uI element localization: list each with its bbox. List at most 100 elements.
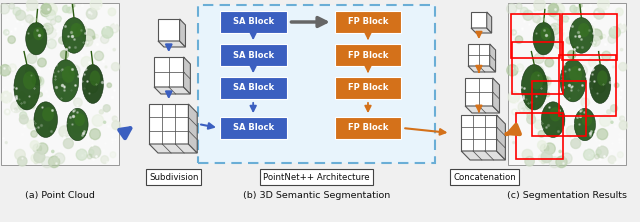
- Circle shape: [553, 4, 564, 15]
- Circle shape: [1, 91, 12, 103]
- Circle shape: [90, 129, 100, 140]
- Circle shape: [566, 126, 577, 137]
- Polygon shape: [149, 144, 197, 153]
- Polygon shape: [468, 44, 490, 66]
- Circle shape: [72, 49, 76, 54]
- Circle shape: [618, 24, 627, 33]
- Circle shape: [34, 160, 38, 164]
- Circle shape: [15, 149, 25, 160]
- Ellipse shape: [67, 108, 88, 141]
- Ellipse shape: [33, 27, 44, 40]
- Circle shape: [507, 4, 516, 14]
- Circle shape: [541, 160, 545, 164]
- Circle shape: [569, 99, 572, 101]
- Circle shape: [513, 141, 515, 144]
- Circle shape: [33, 144, 42, 153]
- Circle shape: [74, 98, 82, 107]
- Circle shape: [527, 115, 536, 124]
- FancyBboxPatch shape: [198, 5, 435, 163]
- Ellipse shape: [522, 65, 547, 110]
- Circle shape: [33, 77, 44, 88]
- Ellipse shape: [23, 71, 36, 89]
- Ellipse shape: [42, 107, 54, 121]
- Text: Concatenation: Concatenation: [453, 172, 516, 182]
- Circle shape: [600, 36, 602, 39]
- Polygon shape: [154, 87, 190, 94]
- Ellipse shape: [62, 18, 86, 53]
- Polygon shape: [465, 106, 499, 113]
- Circle shape: [541, 77, 549, 85]
- Polygon shape: [471, 28, 492, 33]
- Circle shape: [29, 18, 39, 27]
- Circle shape: [5, 141, 7, 144]
- Circle shape: [13, 7, 21, 15]
- Polygon shape: [188, 104, 197, 153]
- Circle shape: [527, 92, 532, 98]
- Circle shape: [66, 6, 74, 14]
- Circle shape: [527, 112, 534, 119]
- Circle shape: [64, 21, 70, 27]
- Circle shape: [554, 28, 564, 38]
- Circle shape: [620, 48, 623, 51]
- Circle shape: [534, 120, 543, 129]
- Text: SA Block: SA Block: [232, 123, 274, 133]
- Ellipse shape: [597, 70, 607, 86]
- Circle shape: [44, 25, 49, 30]
- Circle shape: [523, 10, 533, 20]
- Circle shape: [9, 3, 15, 9]
- Circle shape: [52, 150, 54, 153]
- FancyBboxPatch shape: [335, 77, 401, 99]
- Circle shape: [540, 144, 549, 153]
- Circle shape: [568, 78, 576, 87]
- Circle shape: [46, 4, 57, 15]
- Circle shape: [46, 28, 56, 38]
- Circle shape: [31, 131, 37, 137]
- Circle shape: [41, 5, 52, 16]
- Circle shape: [83, 29, 95, 41]
- Circle shape: [545, 27, 548, 30]
- Circle shape: [538, 104, 542, 109]
- Polygon shape: [468, 66, 495, 72]
- Circle shape: [15, 108, 17, 111]
- Circle shape: [108, 8, 116, 16]
- Circle shape: [533, 15, 541, 23]
- FancyBboxPatch shape: [335, 117, 401, 139]
- Circle shape: [515, 36, 523, 44]
- Circle shape: [581, 98, 589, 107]
- Circle shape: [41, 4, 51, 14]
- Circle shape: [559, 150, 561, 153]
- Bar: [512, 42, 563, 94]
- Circle shape: [616, 8, 623, 16]
- Circle shape: [67, 83, 70, 87]
- Circle shape: [557, 19, 563, 25]
- FancyBboxPatch shape: [220, 11, 287, 33]
- Polygon shape: [493, 78, 499, 113]
- Circle shape: [611, 105, 618, 112]
- Circle shape: [22, 95, 33, 106]
- Polygon shape: [461, 151, 506, 160]
- Ellipse shape: [74, 113, 85, 126]
- Circle shape: [552, 9, 563, 20]
- Ellipse shape: [90, 70, 100, 86]
- Ellipse shape: [82, 65, 104, 103]
- Ellipse shape: [582, 113, 592, 126]
- Circle shape: [569, 95, 571, 97]
- Circle shape: [8, 36, 15, 44]
- Circle shape: [4, 30, 9, 35]
- Text: FP Block: FP Block: [348, 50, 388, 59]
- FancyBboxPatch shape: [220, 44, 287, 66]
- Circle shape: [542, 76, 551, 85]
- Circle shape: [534, 9, 536, 11]
- Text: (b) 3D Semantic Segmentation: (b) 3D Semantic Segmentation: [243, 191, 390, 200]
- Circle shape: [578, 95, 582, 99]
- FancyBboxPatch shape: [335, 11, 401, 33]
- Text: PointNet++ Architecture: PointNet++ Architecture: [263, 172, 370, 182]
- Circle shape: [86, 8, 97, 19]
- Circle shape: [26, 66, 36, 76]
- Circle shape: [614, 83, 619, 87]
- Circle shape: [69, 65, 80, 76]
- Polygon shape: [180, 19, 186, 47]
- Circle shape: [56, 79, 66, 89]
- Text: SA Block: SA Block: [232, 83, 274, 93]
- Ellipse shape: [14, 65, 40, 110]
